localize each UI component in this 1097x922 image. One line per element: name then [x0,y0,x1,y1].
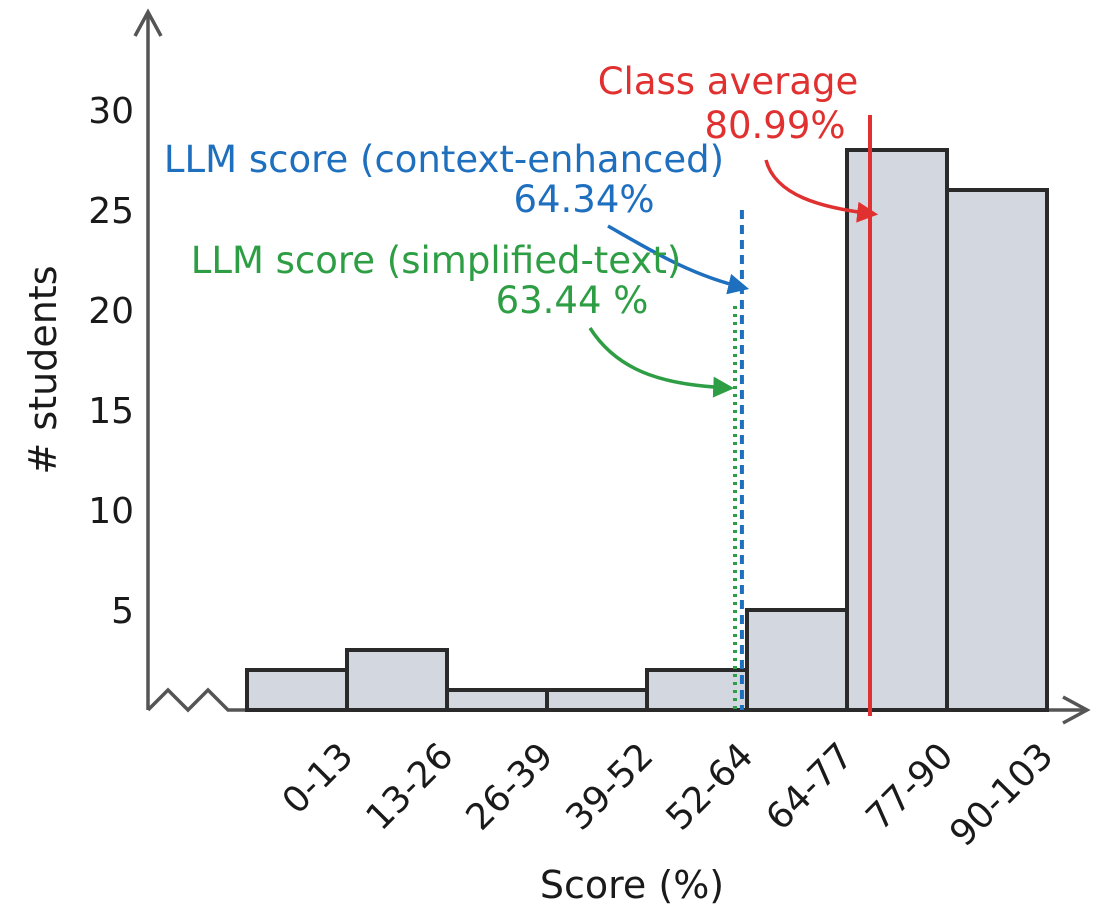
y-tick-label: 10 [88,491,134,532]
llm-simplified-text-arrow [588,327,735,398]
y-tick-label: 25 [88,191,134,232]
y-tick-label: 30 [88,91,134,132]
bar-77-90 [845,148,949,712]
class-average-arrow [764,159,879,223]
y-tick-labels: 5 10 15 20 25 30 [88,91,134,632]
x-tick-label: 0-13 [275,735,362,822]
bar-90-103 [945,188,1049,712]
class-average-label: Class average [598,60,859,103]
bar-0-13 [245,668,349,712]
y-axis-label: # students [21,266,65,475]
x-tick-label: 52-64 [659,735,762,838]
bar-26-39 [445,688,549,712]
x-tick-label: 26-39 [459,735,562,838]
bar-13-26 [345,648,449,712]
x-tick-label: 64-77 [759,735,862,838]
bar-64-77 [745,608,849,712]
y-tick-label: 5 [111,591,134,632]
llm-context-enhanced-value: 64.34% [513,178,654,221]
llm-simplified-text-value: 63.44 % [496,279,649,322]
bars-group [245,148,1049,712]
x-tick-label: 13-26 [359,735,462,838]
y-tick-label: 15 [88,391,134,432]
llm-context-enhanced-label: LLM score (context-enhanced) [164,138,724,181]
llm-simplified-text-label: LLM score (simplified-text) [191,239,682,282]
x-axis-label: Score (%) [540,863,724,907]
y-tick-label: 20 [88,291,134,332]
llm-context-enhanced-arrow [607,224,750,295]
x-tick-label: 90-103 [942,735,1061,854]
bar-39-52 [545,688,649,712]
bar-52-64 [645,668,749,712]
y-axis [133,8,163,710]
x-tick-label: 39-52 [559,735,662,838]
class-average-value: 80.99% [704,104,845,147]
